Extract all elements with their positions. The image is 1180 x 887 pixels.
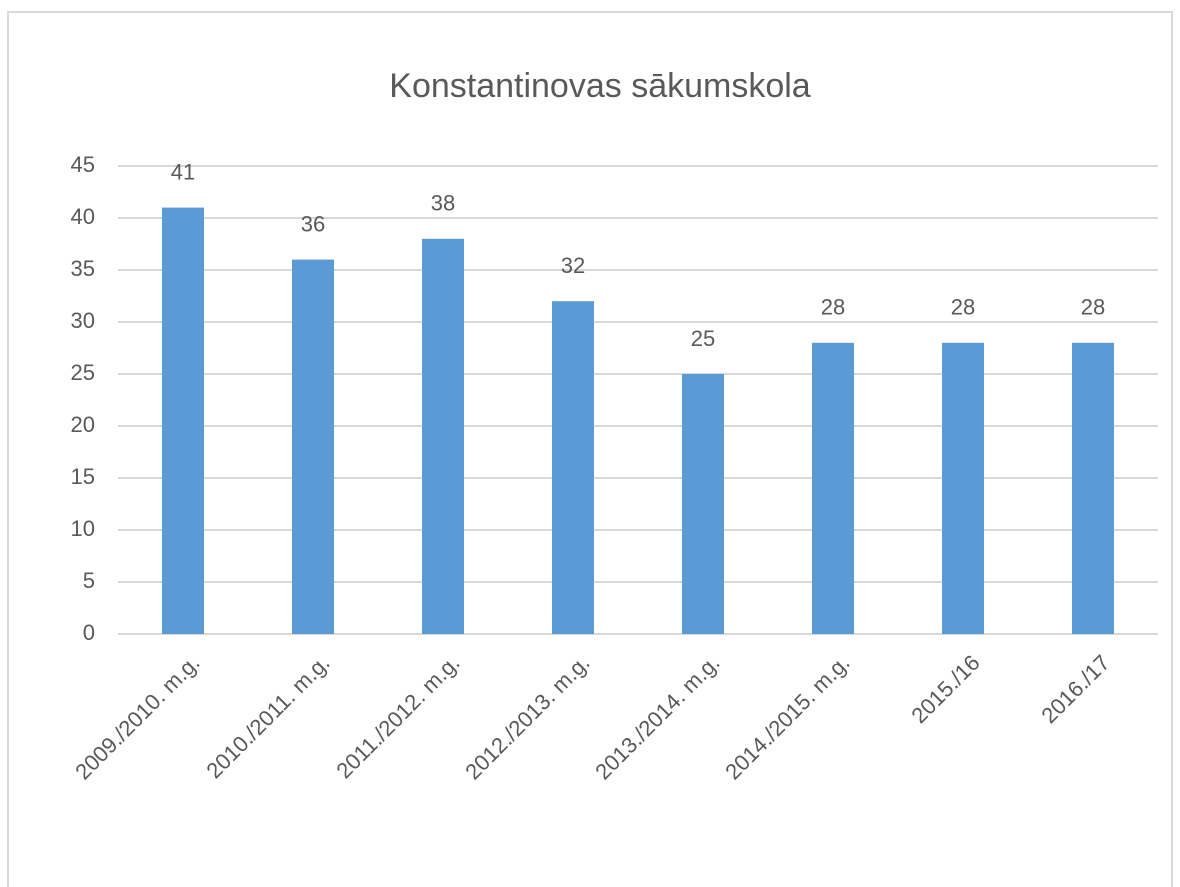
y-tick-label: 0: [83, 620, 95, 645]
bar: [942, 342, 984, 634]
data-label: 28: [821, 295, 845, 320]
bar: [812, 342, 854, 634]
y-tick-label: 15: [71, 464, 95, 489]
bar: [1072, 342, 1114, 634]
data-label: 41: [171, 159, 195, 184]
data-label: 28: [1081, 295, 1105, 320]
bar: [552, 301, 594, 634]
y-tick-label: 45: [71, 152, 95, 177]
y-tick-label: 40: [71, 204, 95, 229]
data-label: 25: [691, 326, 715, 351]
chart-title: Konstantinovas sākumskola: [389, 67, 811, 105]
bar: [162, 207, 204, 634]
data-label: 38: [431, 191, 455, 216]
y-tick-label: 10: [71, 516, 95, 541]
bar: [292, 259, 334, 634]
y-tick-label: 20: [71, 412, 95, 437]
bar: [682, 374, 724, 634]
y-tick-label: 5: [83, 568, 95, 593]
bar: [422, 238, 464, 635]
data-label: 28: [951, 295, 975, 320]
y-tick-label: 25: [71, 360, 95, 385]
data-label: 36: [301, 211, 325, 236]
data-label: 32: [561, 253, 585, 278]
y-tick-label: 30: [71, 308, 95, 333]
y-tick-label: 35: [71, 256, 95, 281]
